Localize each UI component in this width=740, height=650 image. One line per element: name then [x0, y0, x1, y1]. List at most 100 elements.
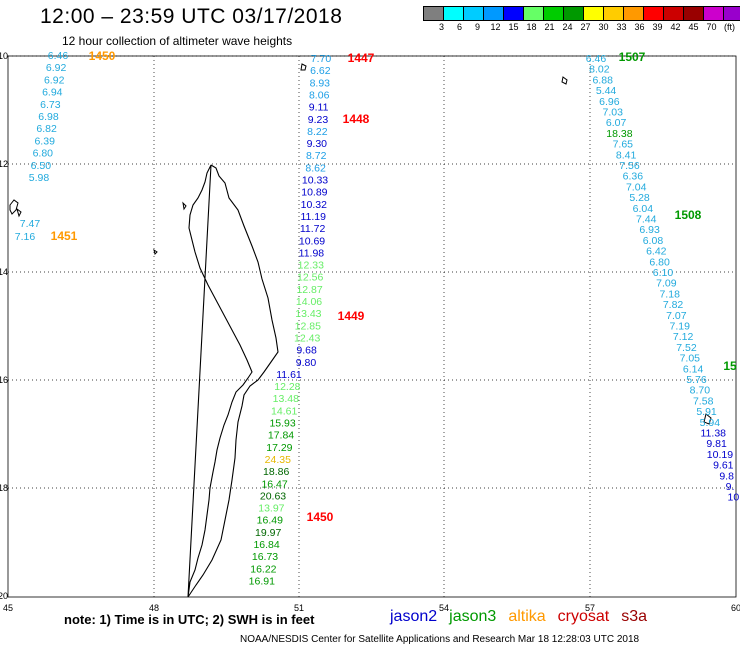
island-mauritius [703, 413, 712, 425]
swh-value-mid: 9.23 [308, 114, 329, 126]
swh-value-mid: 12.85 [295, 320, 321, 332]
swh-value-mid: 8.62 [305, 162, 326, 174]
island-north [300, 63, 307, 71]
swh-value-left: 6.50 [31, 160, 52, 172]
island-small-1 [153, 248, 158, 255]
swh-value-right: 6.96 [599, 96, 620, 108]
color-scale-label: (ft) [724, 22, 735, 32]
swh-value-mid: 10.32 [301, 199, 327, 211]
island-agalega [561, 76, 568, 85]
swh-value-mid: 11.61 [276, 369, 302, 381]
swh-value-mid: 9.11 [309, 102, 329, 114]
swh-value-right: 7.12 [673, 331, 694, 343]
swh-value-right: 9.8 [719, 470, 734, 482]
swh-value-mid: 17.84 [268, 430, 294, 442]
swh-value-right: 7.07 [666, 310, 687, 322]
swh-value-right: 7.56 [619, 160, 640, 172]
swh-value-mid: 11.19 [300, 211, 326, 223]
color-scale-label: 6 [456, 22, 462, 32]
swh-value-mid: 13.48 [273, 393, 299, 405]
swh-value-left: 5.98 [29, 172, 50, 184]
swh-value-mid: 8.93 [310, 77, 331, 89]
pass-number-label: 1449 [338, 309, 365, 323]
swh-value-right: 6.14 [683, 363, 704, 375]
swh-value-left: 6.92 [44, 74, 65, 86]
swh-value-right: 7.65 [613, 139, 634, 151]
swh-value-right: 18.38 [606, 128, 632, 140]
swh-value-right: 6.80 [649, 256, 670, 268]
swh-value-mid: 10.89 [301, 187, 327, 199]
swh-value-left: 6.73 [40, 99, 61, 111]
swh-value-right: 8.02 [589, 64, 610, 76]
units-note: note: 1) Time is in UTC; 2) SWH is in fe… [64, 612, 315, 627]
swh-value-mid: 10.69 [299, 235, 325, 247]
lon-tick-label: 57 [585, 603, 595, 613]
pass-number-label: 1450 [89, 49, 116, 63]
swh-value-right: 10.19 [707, 449, 733, 461]
color-scale-label: 33 [616, 22, 627, 32]
color-scale-bar [423, 6, 740, 21]
pass-number-label: 1447 [348, 51, 375, 65]
pass-number-label: 1448 [343, 112, 370, 126]
swh-value-right: 9. [726, 481, 735, 493]
satellite-legend: jason2 jason3 altika cryosat s3a [390, 608, 659, 626]
swh-value-right: 10 [728, 492, 740, 504]
color-scale-label: 21 [544, 22, 555, 32]
swh-value-left: 6.39 [34, 135, 55, 147]
swh-value-right: 5.28 [629, 192, 650, 204]
swh-value-mid: 12.33 [298, 260, 324, 272]
axis-tick-labels: -10 -12 -14 -16 -18 -20 45 48 51 54 57 60 [0, 51, 740, 613]
lon-tick-label: 51 [294, 603, 304, 613]
swh-value-mid: 10.33 [302, 175, 328, 187]
legend-jason2: jason2 [390, 608, 438, 625]
swh-value-mid: 16.47 [261, 478, 287, 490]
color-scale-label: 24 [562, 22, 573, 32]
color-scale-label: 15 [508, 22, 519, 32]
swh-value-right: 7.04 [626, 181, 647, 193]
swh-value-mid: 9.30 [307, 138, 328, 150]
lat-tick-label: -10 [0, 51, 8, 61]
swh-value-left: 6.80 [33, 148, 54, 160]
swh-value-mid: 16.84 [253, 539, 279, 551]
swh-value-left-lower: 7.16 [15, 231, 36, 243]
swh-value-right: 6.88 [592, 74, 613, 86]
color-scale-cell [723, 6, 740, 21]
swh-value-right: 6.10 [653, 267, 674, 279]
swh-value-mid: 6.62 [310, 65, 331, 77]
map-frame [7, 55, 737, 598]
swh-value-left: 6.82 [36, 123, 57, 135]
swh-value-right: 7.09 [656, 278, 677, 290]
legend-altika: altika [508, 608, 546, 625]
map-subtitle: 12 hour collection of altimeter wave hei… [62, 34, 293, 48]
swh-value-right: 8.70 [690, 385, 711, 397]
color-scale-label: 3 [438, 22, 444, 32]
swh-value-mid: 13.97 [258, 503, 284, 515]
swh-value-mid: 11.72 [300, 223, 326, 235]
swh-value-mid: 12.87 [296, 284, 322, 296]
swh-value-mid: 14.06 [296, 296, 322, 308]
color-scale-label: 18 [526, 22, 537, 32]
color-scale-label: 12 [490, 22, 501, 32]
lon-tick-label: 48 [149, 603, 159, 613]
swh-value-mid: 11.98 [299, 247, 325, 259]
swh-value-mid: 18.86 [263, 466, 289, 478]
swh-value-mid: 9.68 [296, 345, 317, 357]
swh-value-right: 6.46 [586, 53, 607, 65]
swh-value-right: 7.44 [636, 214, 657, 226]
swh-value-mid: 8.72 [306, 150, 327, 162]
color-scale-label: 45 [688, 22, 699, 32]
color-scale-label: 42 [670, 22, 681, 32]
madagascar-coastline [187, 164, 279, 598]
legend-s3a: s3a [621, 608, 648, 625]
swh-value-right: 7.18 [659, 288, 680, 300]
swh-value-left: 6.92 [46, 62, 67, 74]
pass-number-label: 1508 [675, 208, 702, 222]
swh-value-right: 9.81 [706, 438, 727, 450]
swh-value-mid: 16.73 [252, 551, 278, 563]
pass-labels: 1450 1447 1448 1449 1450 1451 1507 1508 15 [51, 49, 737, 524]
swh-value-right: 7.19 [670, 321, 691, 333]
lat-tick-label: -16 [0, 375, 8, 385]
swh-value-right: 7.82 [663, 299, 684, 311]
pass-number-label: 1450 [307, 510, 334, 524]
